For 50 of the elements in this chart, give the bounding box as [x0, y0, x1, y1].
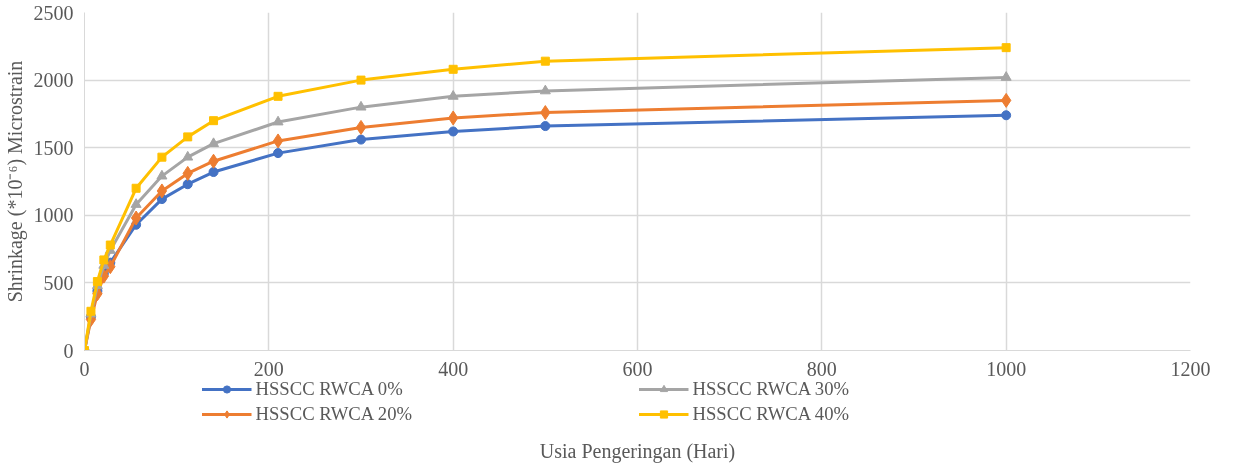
legend-label: HSSCC RWCA 40%: [692, 403, 851, 425]
point: [182, 150, 194, 161]
legend-label: HSSCC RWCA 30%: [692, 378, 851, 400]
x-tick-label: 0: [79, 357, 90, 380]
y-axis-title: Shrinkage (*10⁻⁶) Microstrain: [3, 60, 27, 303]
point: [157, 152, 167, 162]
point: [356, 134, 366, 145]
point: [209, 116, 219, 126]
point: [447, 90, 459, 100]
y-tick-label: 1500: [33, 136, 74, 159]
point: [540, 56, 550, 66]
point: [182, 179, 193, 190]
point: [1001, 110, 1012, 121]
y-tick-label: 1000: [33, 204, 74, 227]
legend-label: HSSCC RWCA 0%: [255, 378, 404, 400]
point: [156, 169, 168, 180]
point: [105, 240, 115, 250]
y-tick-label: 0: [63, 339, 74, 362]
y-tick-label: 2000: [33, 69, 74, 92]
y-tick-label: 500: [43, 271, 74, 294]
point: [448, 64, 458, 74]
point: [208, 137, 220, 148]
point: [1000, 71, 1012, 81]
point: [130, 198, 142, 208]
point: [540, 121, 551, 132]
y-tick-label: 2500: [33, 1, 74, 24]
point: [355, 119, 367, 135]
point: [183, 132, 193, 142]
point: [99, 255, 109, 265]
point: [273, 91, 283, 101]
x-tick-label: 1200: [1170, 357, 1211, 380]
x-tick-label: 600: [622, 357, 653, 380]
point: [208, 167, 219, 178]
point: [131, 183, 141, 193]
point: [539, 84, 551, 95]
legend-label: HSSCC RWCA 20%: [255, 403, 414, 425]
point: [130, 210, 142, 226]
point: [273, 148, 284, 159]
point: [272, 133, 284, 149]
point: [355, 100, 367, 111]
point: [272, 115, 284, 126]
x-tick-label: 800: [806, 357, 837, 380]
point: [1001, 43, 1011, 53]
x-axis-title: Usia Pengeringan (Hari): [539, 439, 736, 463]
x-tick-label: 1000: [986, 357, 1027, 380]
point: [448, 126, 459, 137]
x-tick-label: 200: [253, 357, 284, 380]
point: [356, 75, 366, 85]
point: [156, 183, 168, 199]
x-tick-label: 400: [438, 357, 469, 380]
